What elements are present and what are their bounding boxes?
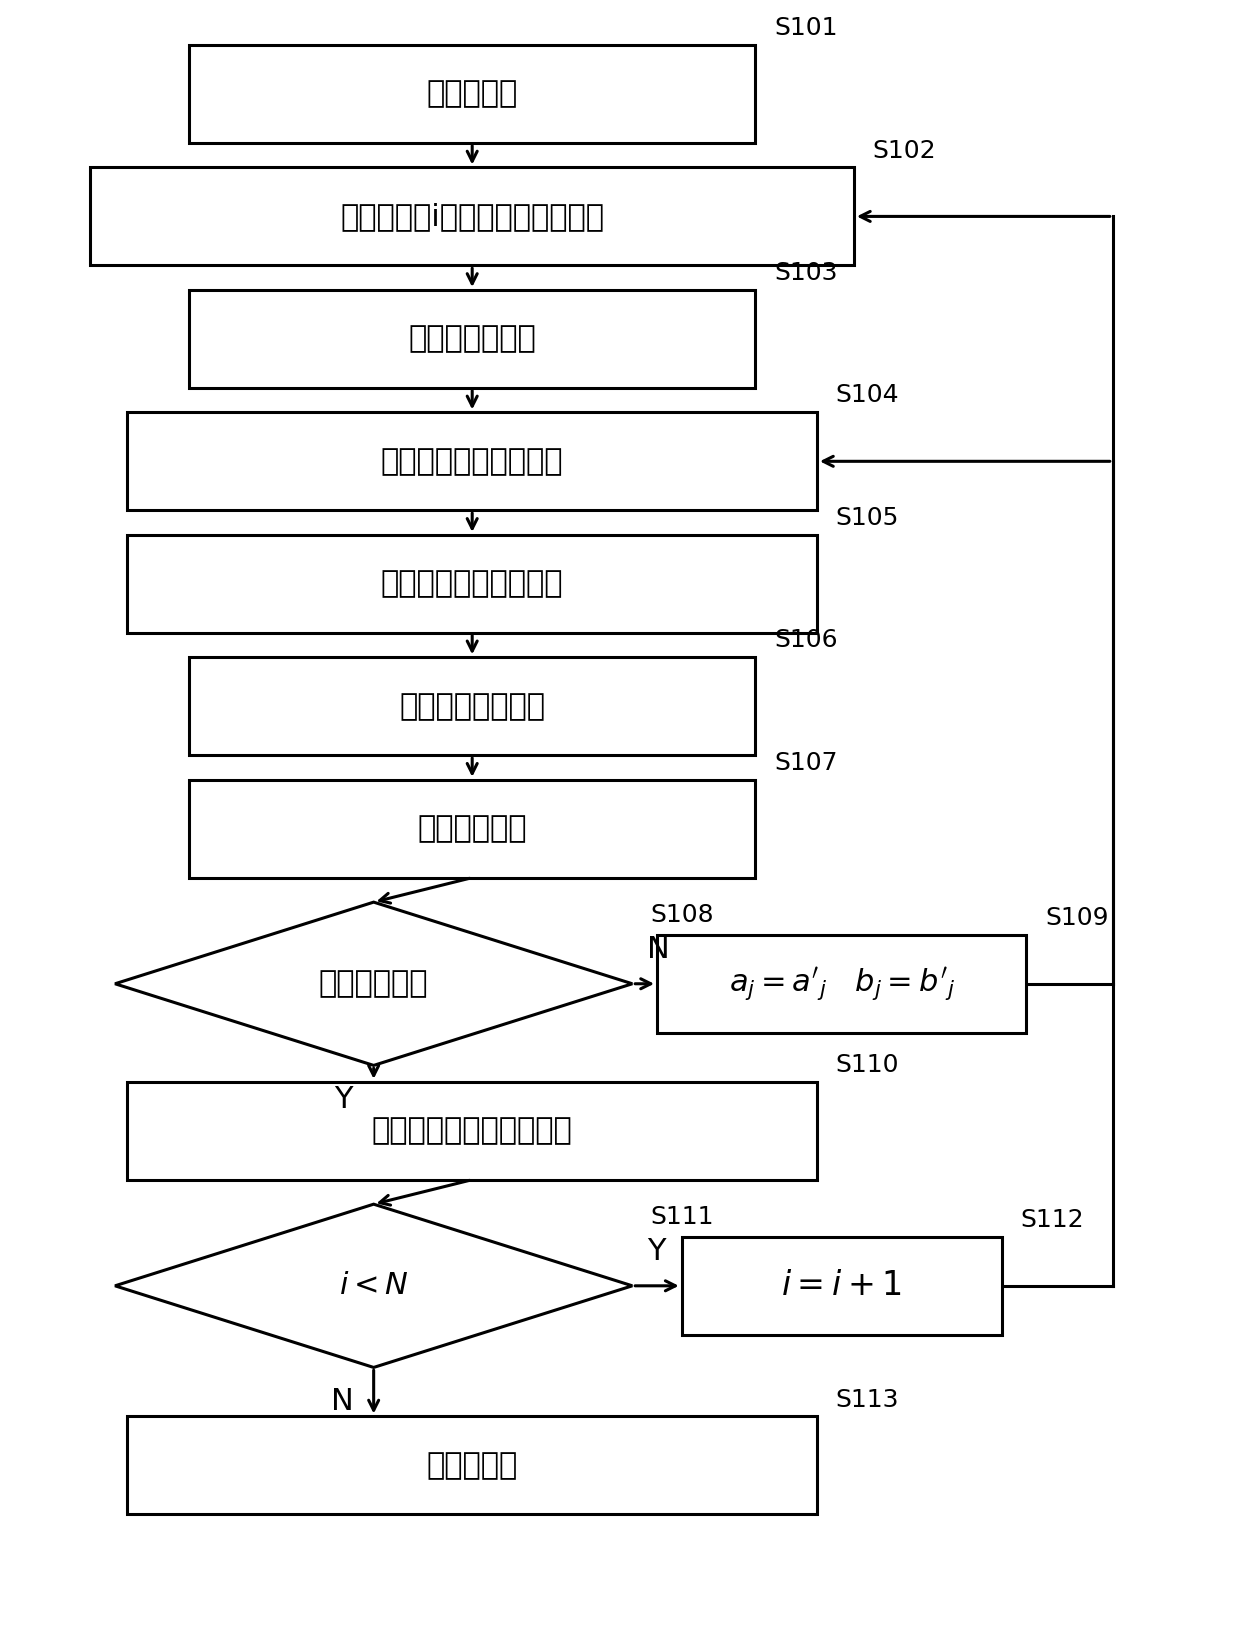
Text: S112: S112 bbox=[1021, 1208, 1084, 1232]
Text: S103: S103 bbox=[774, 261, 837, 286]
Bar bbox=[188, 44, 755, 143]
Text: 计算挥舞系数和风能系数: 计算挥舞系数和风能系数 bbox=[372, 1116, 573, 1145]
Bar bbox=[188, 779, 755, 878]
Text: S108: S108 bbox=[651, 903, 714, 927]
Text: S109: S109 bbox=[1045, 906, 1109, 930]
Text: S113: S113 bbox=[836, 1388, 899, 1411]
Text: Y: Y bbox=[334, 1085, 352, 1114]
Text: S101: S101 bbox=[774, 16, 837, 39]
Text: S102: S102 bbox=[873, 138, 936, 162]
Text: S107: S107 bbox=[774, 752, 837, 775]
Bar bbox=[128, 1416, 817, 1515]
Polygon shape bbox=[115, 903, 632, 1065]
Bar bbox=[128, 1081, 817, 1180]
Text: 非线性拟合: 非线性拟合 bbox=[427, 1451, 518, 1480]
Text: $a_j = a'_j$   $b_j = b'_j$: $a_j = a'_j$ $b_j = b'_j$ bbox=[729, 965, 955, 1003]
Text: 计算每个叶素的入流角: 计算每个叶素的入流角 bbox=[381, 446, 563, 476]
Bar bbox=[188, 658, 755, 755]
Polygon shape bbox=[115, 1204, 632, 1367]
Text: 初始化参数: 初始化参数 bbox=[427, 79, 518, 108]
Text: Y: Y bbox=[647, 1237, 666, 1267]
Text: 计算每个叶素的风攻角: 计算每个叶素的风攻角 bbox=[381, 569, 563, 599]
Text: S111: S111 bbox=[651, 1204, 714, 1229]
Bar bbox=[128, 412, 817, 510]
Bar bbox=[188, 290, 755, 387]
Text: S106: S106 bbox=[774, 629, 837, 653]
Text: S104: S104 bbox=[836, 384, 899, 407]
Text: $i < N$: $i < N$ bbox=[339, 1272, 409, 1300]
Text: N: N bbox=[331, 1387, 355, 1416]
Text: 初始化诱导因子: 初始化诱导因子 bbox=[408, 325, 536, 353]
Bar bbox=[128, 535, 817, 633]
Text: S105: S105 bbox=[836, 505, 899, 530]
Text: 更新诱导因子: 更新诱导因子 bbox=[418, 814, 527, 843]
Text: 误差满足要求: 误差满足要求 bbox=[319, 970, 428, 998]
Bar bbox=[657, 935, 1027, 1032]
Text: 随机选取第i组叶尖速比和桨距角: 随机选取第i组叶尖速比和桨距角 bbox=[340, 202, 604, 231]
Text: $i = i+1$: $i = i+1$ bbox=[781, 1270, 901, 1301]
Text: N: N bbox=[647, 935, 670, 965]
Text: S110: S110 bbox=[836, 1054, 899, 1076]
Text: 计算叶素各项系数: 计算叶素各项系数 bbox=[399, 693, 546, 720]
Bar bbox=[682, 1237, 1002, 1334]
Bar bbox=[91, 167, 854, 266]
